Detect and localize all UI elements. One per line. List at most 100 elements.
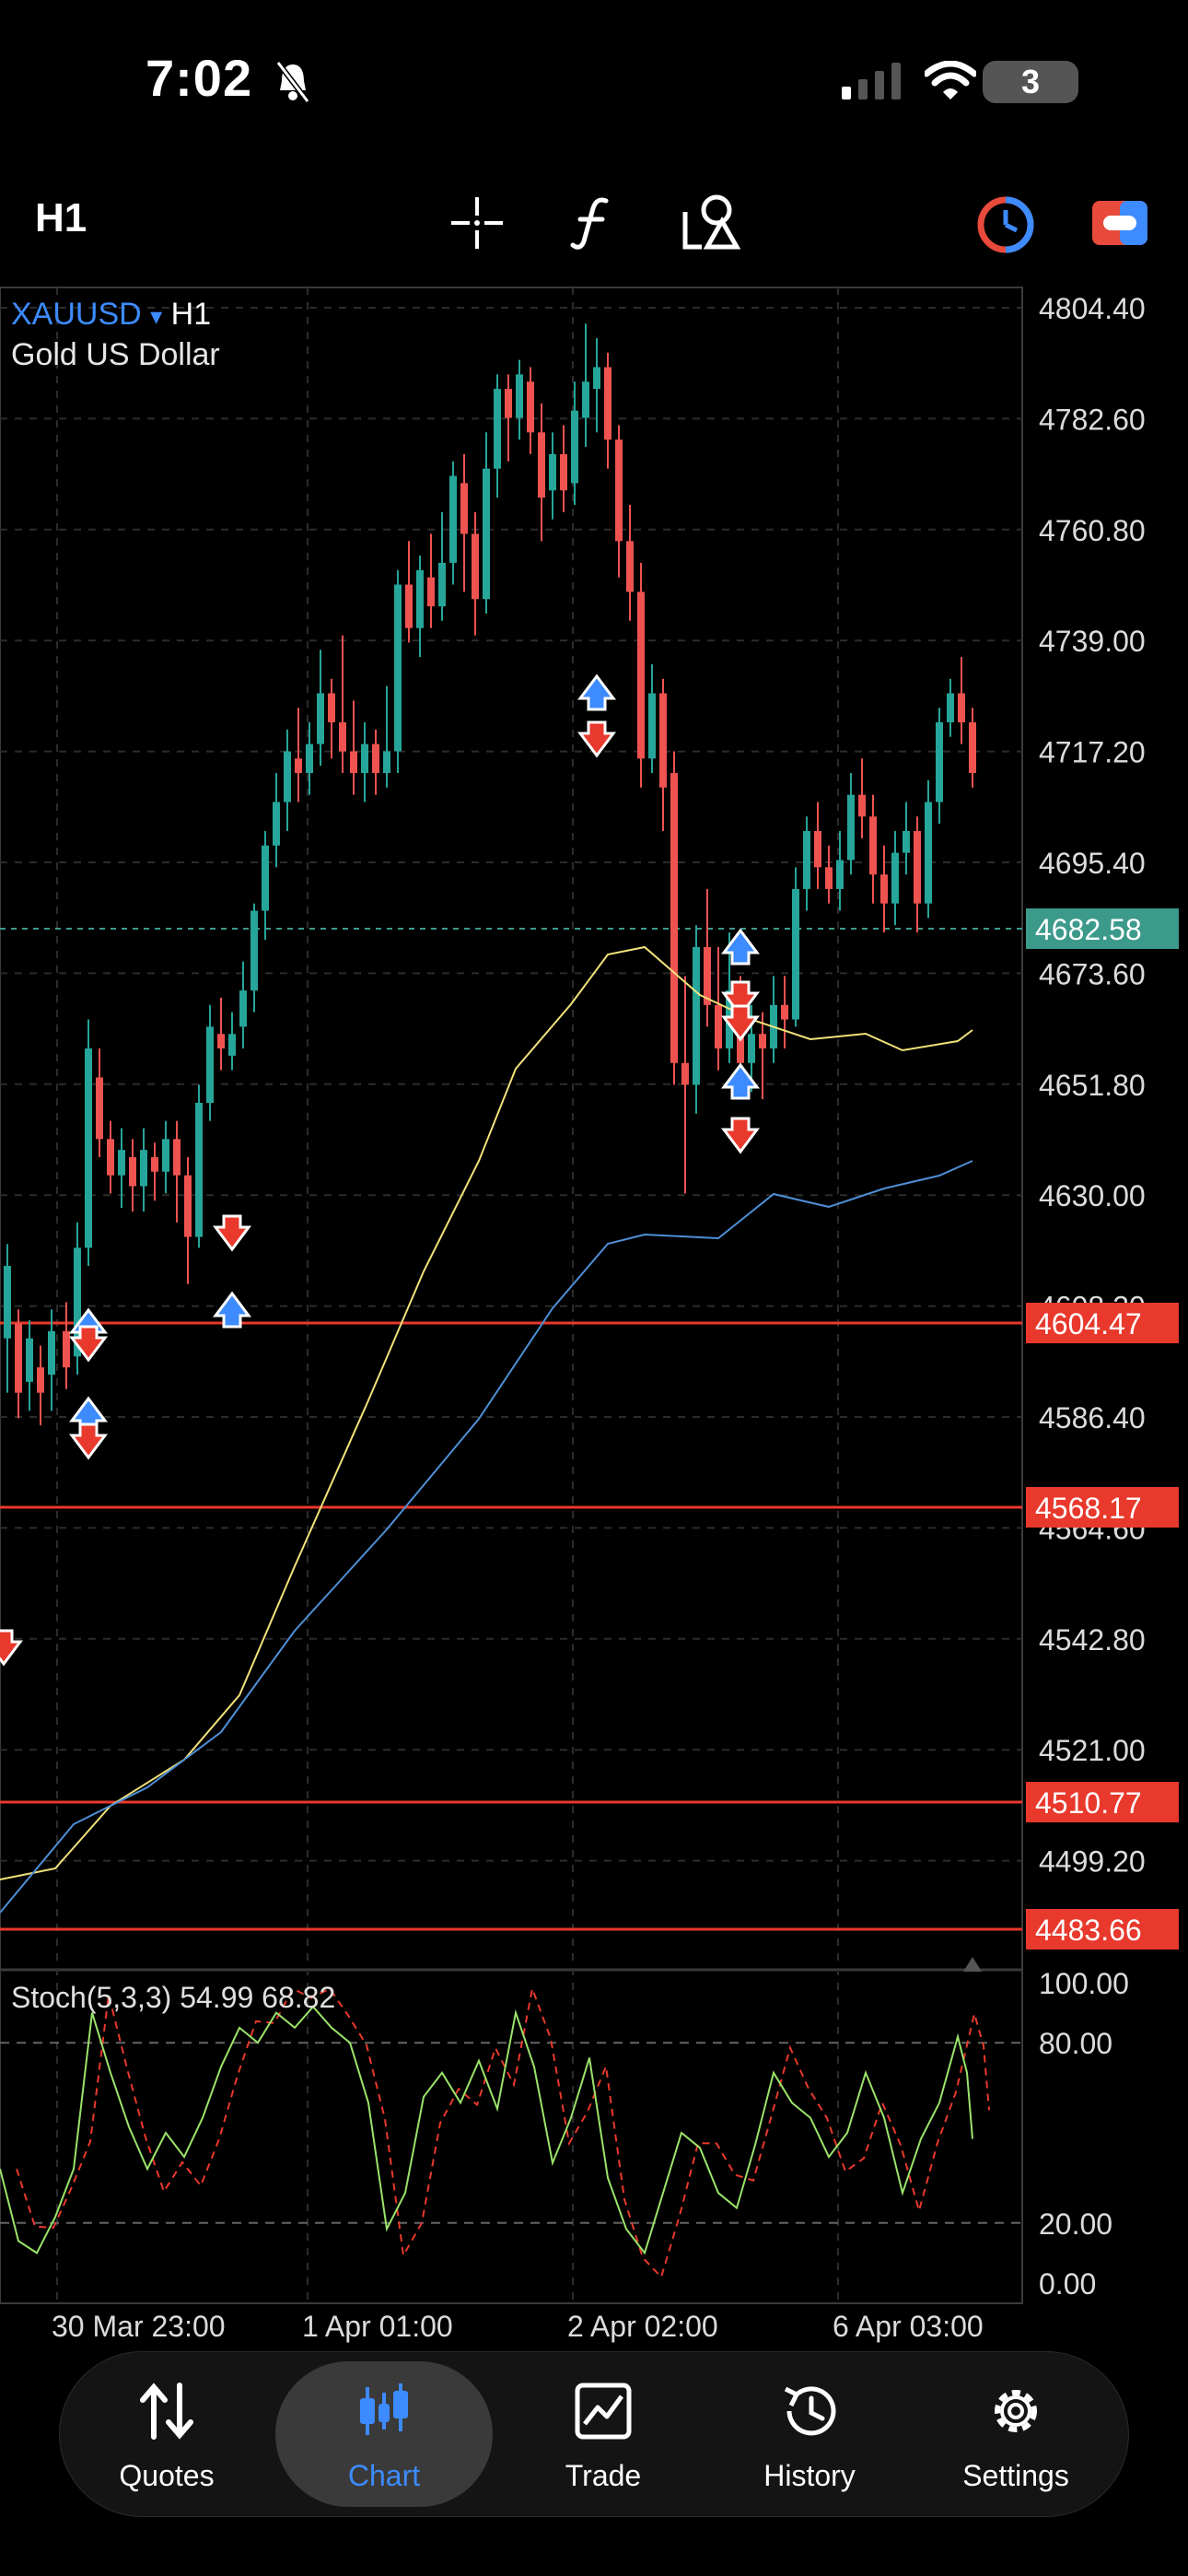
nav-history[interactable]: History bbox=[708, 2352, 911, 2516]
candle-bear bbox=[173, 1139, 181, 1176]
candle-bear bbox=[637, 591, 645, 759]
sell-arrow-icon bbox=[69, 1423, 108, 1460]
sell-arrow-icon bbox=[721, 1004, 760, 1042]
price-axis-label: 4651.80 bbox=[1039, 1069, 1146, 1102]
function-icon[interactable] bbox=[569, 195, 615, 251]
stoch-main-line bbox=[0, 2005, 973, 2255]
candle-bull bbox=[273, 802, 280, 846]
history-clock-icon bbox=[784, 2386, 836, 2436]
candle-bear bbox=[15, 1323, 22, 1393]
price-axis-label: 4739.00 bbox=[1039, 625, 1146, 658]
nav-quotes[interactable]: Quotes bbox=[65, 2352, 268, 2516]
price-axis-label: 4499.20 bbox=[1039, 1845, 1146, 1879]
candle-bull bbox=[903, 830, 910, 853]
candle-bull bbox=[803, 830, 810, 889]
candle-bull bbox=[438, 562, 446, 607]
candle-bear bbox=[604, 367, 611, 440]
level-price-label: 4568.17 bbox=[1035, 1492, 1142, 1525]
candle-bull bbox=[48, 1330, 55, 1376]
objects-icon[interactable] bbox=[681, 192, 740, 251]
candle-bear bbox=[858, 794, 866, 817]
nav-trade[interactable]: Trade bbox=[502, 2352, 705, 2516]
candle-bear bbox=[958, 693, 965, 722]
time-axis-label: 30 Mar 23:00 bbox=[52, 2310, 226, 2343]
candle-bull bbox=[74, 1247, 81, 1357]
candle-bear bbox=[151, 1157, 158, 1172]
candle-bull bbox=[836, 860, 844, 889]
candle-bear bbox=[538, 432, 545, 498]
candle-bear bbox=[107, 1139, 114, 1176]
current-price-label: 4682.58 bbox=[1035, 913, 1142, 946]
candle-bull bbox=[206, 1026, 214, 1104]
price-axis-label: 4804.40 bbox=[1039, 292, 1146, 325]
candle-bear bbox=[814, 830, 821, 868]
candle-bear bbox=[295, 758, 302, 774]
candle-bull bbox=[593, 367, 600, 390]
bottom-navigation: Quotes Chart Trade History bbox=[59, 2351, 1129, 2517]
level-price-tag bbox=[1026, 1487, 1179, 1528]
candle-bear bbox=[372, 744, 379, 774]
nav-label: Settings bbox=[962, 2459, 1069, 2492]
price-axis-label: 4695.40 bbox=[1039, 847, 1146, 880]
current-price-tag bbox=[1026, 908, 1179, 949]
candle-bear bbox=[37, 1367, 44, 1393]
candle-bear bbox=[626, 541, 634, 592]
candle-bear bbox=[328, 693, 335, 722]
timer-icon[interactable] bbox=[976, 195, 1035, 254]
candle-bull bbox=[118, 1150, 125, 1176]
symbol-selector[interactable]: XAUUSD ▾ H1 bbox=[11, 297, 211, 333]
crosshair-icon[interactable] bbox=[449, 195, 505, 251]
candle-bull bbox=[449, 475, 457, 563]
candle-bear bbox=[869, 816, 877, 875]
level-price-tag bbox=[1026, 1909, 1179, 1950]
candle-bull bbox=[361, 744, 368, 774]
candle-bull bbox=[195, 1103, 203, 1237]
buy-arrow-icon bbox=[721, 928, 760, 966]
candle-bear bbox=[184, 1175, 192, 1237]
symbol-dropdown-arrow[interactable]: ▾ bbox=[150, 302, 163, 330]
symbol-name[interactable]: XAUUSD bbox=[11, 297, 142, 332]
candle-bear bbox=[914, 830, 921, 904]
candle-bear bbox=[505, 389, 512, 418]
buy-arrow-icon bbox=[577, 673, 616, 711]
candle-bear bbox=[350, 751, 357, 774]
stoch-axis-label: 80.00 bbox=[1039, 2027, 1112, 2060]
wifi-icon bbox=[925, 61, 976, 100]
timeframe-button[interactable]: H1 bbox=[35, 195, 87, 240]
nav-chart[interactable]: Chart bbox=[275, 2361, 493, 2507]
candle-bear bbox=[339, 721, 346, 752]
candle-bull bbox=[162, 1139, 169, 1172]
candle-bull bbox=[140, 1150, 147, 1187]
chart-candles-icon bbox=[360, 2383, 408, 2435]
price-axis-label: 4586.40 bbox=[1039, 1401, 1146, 1434]
price-axis-label: 4782.60 bbox=[1039, 403, 1146, 436]
candle-bear bbox=[615, 439, 623, 542]
price-axis-label: 4630.00 bbox=[1039, 1179, 1146, 1212]
candle-bear bbox=[405, 584, 413, 628]
candle-bear bbox=[659, 693, 667, 788]
candle-bear bbox=[969, 721, 976, 774]
nav-settings[interactable]: Settings bbox=[914, 2352, 1117, 2516]
candle-bear bbox=[460, 483, 468, 534]
candle-bull bbox=[516, 374, 523, 418]
candle-bear bbox=[704, 946, 711, 1005]
candle-bull bbox=[693, 946, 700, 1085]
candle-bull bbox=[494, 389, 501, 469]
nav-label: Chart bbox=[347, 2459, 421, 2492]
candle-bull bbox=[250, 910, 258, 991]
one-click-trading-icon[interactable] bbox=[1090, 199, 1149, 247]
level-price-label: 4483.66 bbox=[1035, 1914, 1142, 1947]
bell-slash-icon bbox=[276, 61, 309, 103]
level-price-label: 4604.47 bbox=[1035, 1307, 1142, 1341]
candle-bull bbox=[284, 751, 291, 802]
battery-indicator: 3 bbox=[983, 61, 1078, 103]
sell-arrow-icon bbox=[213, 1214, 251, 1252]
buy-arrow-icon bbox=[721, 1062, 760, 1100]
nav-label: History bbox=[763, 2459, 856, 2492]
symbol-description: Gold US Dollar bbox=[11, 337, 220, 372]
price-chart[interactable]: 4804.40 4782.60 4760.80 4739.00 4717.20 4695.… bbox=[0, 286, 1188, 2346]
settings-gear-icon bbox=[995, 2390, 1037, 2432]
stoch-signal-line bbox=[16, 1985, 990, 2279]
candle-bear bbox=[759, 1034, 766, 1049]
price-axis-label: 4673.60 bbox=[1039, 957, 1146, 990]
